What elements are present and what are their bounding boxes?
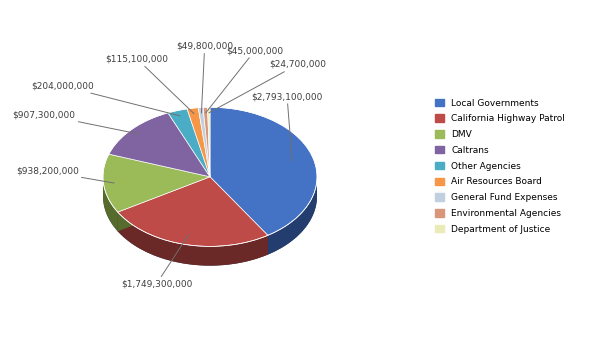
Polygon shape	[268, 180, 317, 255]
Polygon shape	[187, 108, 210, 177]
Text: $1,749,300,000: $1,749,300,000	[121, 234, 192, 288]
Polygon shape	[210, 177, 268, 255]
Polygon shape	[208, 107, 210, 177]
Polygon shape	[109, 113, 210, 177]
Legend: Local Governments, California Highway Patrol, DMV, Caltrans, Other Agencies, Air: Local Governments, California Highway Pa…	[433, 96, 568, 236]
Polygon shape	[118, 212, 268, 266]
Text: $907,300,000: $907,300,000	[13, 110, 139, 134]
Text: $49,800,000: $49,800,000	[176, 42, 233, 113]
Text: $24,700,000: $24,700,000	[209, 60, 326, 113]
Polygon shape	[210, 177, 268, 255]
Polygon shape	[210, 107, 317, 235]
Polygon shape	[203, 107, 210, 177]
Text: $938,200,000: $938,200,000	[16, 167, 114, 183]
Polygon shape	[118, 177, 210, 231]
Text: $115,100,000: $115,100,000	[106, 55, 194, 114]
Polygon shape	[118, 177, 210, 231]
Ellipse shape	[103, 126, 317, 266]
Polygon shape	[118, 177, 268, 246]
Polygon shape	[103, 154, 210, 212]
Text: $45,000,000: $45,000,000	[206, 46, 284, 113]
Polygon shape	[198, 107, 210, 177]
Text: $2,793,100,000: $2,793,100,000	[251, 92, 323, 161]
Text: $204,000,000: $204,000,000	[31, 81, 180, 116]
Polygon shape	[168, 109, 210, 177]
Polygon shape	[103, 177, 118, 231]
